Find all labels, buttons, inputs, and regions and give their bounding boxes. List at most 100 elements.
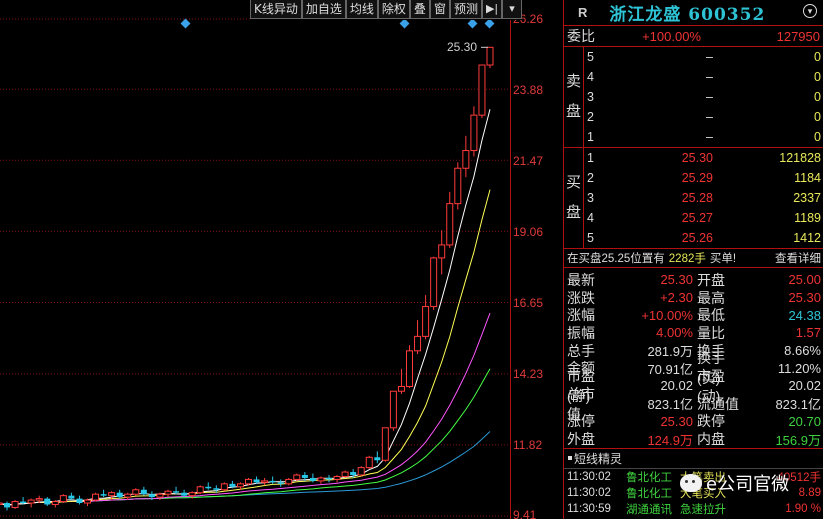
price-axis-label: 14.23 [513, 367, 544, 381]
candle-body [205, 486, 212, 489]
candle-body [132, 489, 140, 495]
notice-text: 在买盘25.25位置有 [567, 253, 665, 265]
quote-row: 市盈(静) 20.02 市盈(动) 20.02 [564, 368, 823, 404]
candle-body [277, 482, 284, 484]
stock-name[interactable]: 浙江龙盛 600352 [609, 5, 766, 25]
candle-body [164, 490, 172, 495]
buy-level-row[interactable]: 3 25.28 2337 [584, 188, 823, 208]
candle-body [406, 350, 413, 388]
quote-value: 70.91亿 [647, 361, 693, 377]
spirit-time: 11:30:59 [567, 502, 611, 515]
candle-body [44, 498, 51, 505]
quote-value: 25.30 [660, 413, 693, 429]
add-watchlist-button[interactable]: 加自选 [301, 0, 346, 19]
quote-value: 281.9万 [647, 344, 693, 360]
kline-chart-svg [0, 0, 511, 519]
candle-body [462, 150, 470, 169]
level-volume: 0 [814, 130, 821, 144]
buy-level-row[interactable]: 4 25.27 1189 [584, 208, 823, 228]
quote-value: 124.9万 [647, 432, 693, 448]
level-volume: 0 [814, 70, 821, 84]
sell-level-row[interactable]: 5 – 0 [584, 47, 823, 67]
forecast-button[interactable]: 预测 [449, 0, 482, 19]
candle-body [341, 471, 349, 477]
candle-body [245, 478, 252, 485]
sell-level-row[interactable]: 3 – 0 [584, 87, 823, 107]
level-number: 3 [587, 191, 594, 205]
quote-value: 25.30 [660, 272, 693, 288]
quote-key: 涨幅 [567, 307, 595, 324]
quote-row: 总手 281.9万 换手 8.66% [564, 342, 823, 360]
quote-key: 开盘 [697, 271, 725, 288]
window-button[interactable]: 窗 [429, 0, 450, 19]
quote-key: 最高 [697, 289, 725, 306]
sell-label-char: 卖 [565, 73, 581, 90]
dropdown-arrow-icon[interactable]: ▾ [501, 0, 522, 19]
pin-right-icon[interactable]: ▶| [481, 0, 502, 19]
level-number: 4 [587, 211, 594, 225]
quote-value: 8.66% [784, 343, 821, 359]
watermark-text: e公司官微 [706, 474, 790, 495]
overlay-button[interactable]: 叠 [409, 0, 430, 19]
buy-label-char: 盘 [565, 204, 581, 221]
view-details-link[interactable]: 查看详细 [775, 253, 821, 265]
candle-body [4, 503, 10, 508]
level-number: 2 [587, 171, 594, 185]
sell-level-row[interactable]: 4 – 0 [584, 67, 823, 87]
candle-body [422, 306, 430, 337]
price-axis-label: 19.06 [513, 225, 544, 239]
quote-row: 金额 70.91亿 换手(实) 11.20% [564, 350, 823, 386]
quote-value: 24.38 [788, 307, 821, 323]
level-number: 3 [587, 90, 594, 104]
quote-row: 总市值 823.1亿 流通值 823.1亿 [564, 386, 823, 422]
sell-level-row[interactable]: 2 – 0 [584, 107, 823, 127]
kline-anomaly-button[interactable]: K线异动 [250, 0, 302, 19]
quote-key: 金额 [567, 360, 595, 377]
weibi-pct: +100.00% [642, 28, 701, 44]
level-price: 25.30 [681, 151, 713, 165]
buy-side-label: 买 盘 [564, 148, 584, 248]
buy-level-row[interactable]: 1 25.30 121828 [584, 148, 823, 168]
candle-body [92, 493, 100, 501]
level-number: 5 [587, 231, 594, 245]
level-price: 25.27 [681, 211, 713, 225]
price-axis-label: 21.47 [513, 154, 544, 168]
buy-book: 买 盘 1 25.30 121828 2 25.29 1184 3 25.28 2337 4 25.… [564, 148, 823, 249]
candle-body [140, 489, 147, 495]
moving-average-button[interactable]: 均线 [345, 0, 378, 19]
kline-chart[interactable]: K线异动 加自选 均线 除权 叠 窗 预测 ▶| ▾ 25.30 26.26 2… [0, 0, 563, 519]
candle-body [76, 498, 83, 504]
quote-value: 20.70 [788, 413, 821, 429]
candle-body [357, 467, 365, 476]
quote-panel: R 浙江龙盛 600352 ▾ 委比 +100.00% 127950 卖 盘 5… [563, 0, 823, 519]
sell-level-row[interactable]: 1 – 0 [584, 127, 823, 147]
buy-level-row[interactable]: 5 25.26 1412 [584, 228, 823, 248]
level-number: 1 [587, 130, 594, 144]
candle-body [374, 457, 381, 461]
level-volume: 121828 [779, 151, 821, 165]
chart-toolbar: K线异动 加自选 均线 除权 叠 窗 预测 ▶| ▾ [250, 0, 522, 20]
candle-body [470, 114, 478, 152]
ex-rights-button[interactable]: 除权 [377, 0, 410, 19]
spirit-stock: 鲁北化工 [626, 487, 672, 500]
candle-body [68, 495, 75, 499]
candle-body [27, 499, 35, 504]
spirit-row[interactable]: 11:30:02 鲁北化工 大笔卖出 40512手 [564, 469, 823, 485]
candle-body [454, 167, 462, 205]
spirit-row[interactable]: 11:30:59 湖通通讯 急速拉升 1.90 % [564, 501, 823, 517]
candle-body [438, 244, 446, 259]
spirit-time: 11:30:02 [567, 470, 611, 483]
candle-body [213, 488, 220, 490]
price-axis-label: 16.65 [513, 296, 544, 310]
sell-book: 卖 盘 5 – 0 4 – 0 3 – 0 2 – 0 1 – 0 [564, 47, 823, 148]
level-volume: 1189 [794, 211, 821, 225]
candle-body [397, 386, 405, 392]
weibi-row: 委比 +100.00% 127950 [564, 26, 823, 47]
candle-body [389, 390, 397, 429]
quote-value: 25.00 [788, 272, 821, 288]
level-volume: 0 [814, 50, 821, 64]
quote-row: 振幅 4.00% 量比 1.57 [564, 324, 823, 342]
short-term-spirit-header: 短线精灵 [564, 449, 823, 469]
dropdown-icon[interactable]: ▾ [803, 4, 817, 18]
buy-level-row[interactable]: 2 25.29 1184 [584, 168, 823, 188]
